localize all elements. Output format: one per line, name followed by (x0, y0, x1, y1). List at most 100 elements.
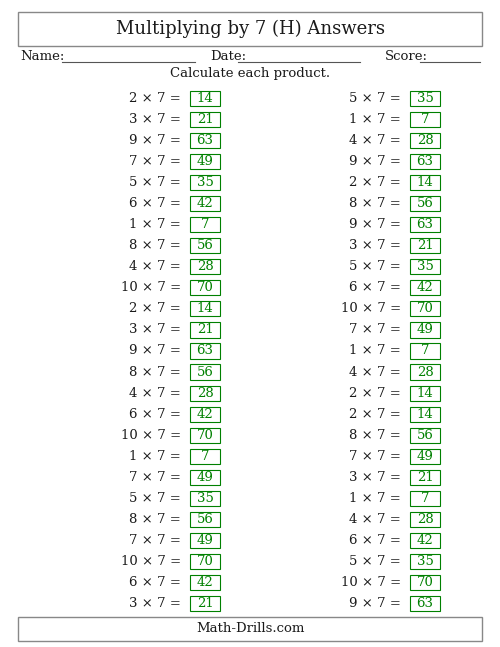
Text: 63: 63 (416, 155, 434, 168)
FancyBboxPatch shape (190, 196, 220, 212)
Text: 3 × 7 =: 3 × 7 = (129, 597, 185, 610)
Text: 2 × 7 =: 2 × 7 = (349, 176, 405, 189)
Text: 42: 42 (196, 576, 214, 589)
FancyBboxPatch shape (410, 196, 440, 212)
Text: 49: 49 (196, 534, 214, 547)
Text: 28: 28 (196, 386, 214, 400)
Text: 70: 70 (196, 555, 214, 568)
Text: 1 × 7 =: 1 × 7 = (349, 113, 405, 126)
Text: 56: 56 (416, 197, 434, 210)
Text: 7: 7 (421, 113, 429, 126)
FancyBboxPatch shape (410, 512, 440, 527)
FancyBboxPatch shape (190, 532, 220, 548)
Text: 49: 49 (416, 450, 434, 463)
FancyBboxPatch shape (190, 175, 220, 190)
Text: 6 × 7 =: 6 × 7 = (349, 281, 405, 294)
Text: 49: 49 (196, 155, 214, 168)
Text: 70: 70 (196, 429, 214, 442)
Text: 63: 63 (196, 134, 214, 147)
FancyBboxPatch shape (190, 406, 220, 422)
Text: 8 × 7 =: 8 × 7 = (129, 366, 185, 378)
FancyBboxPatch shape (190, 112, 220, 127)
Text: 10 × 7 =: 10 × 7 = (120, 555, 185, 568)
Text: 4 × 7 =: 4 × 7 = (349, 513, 405, 526)
Text: 10 × 7 =: 10 × 7 = (340, 302, 405, 316)
Text: Calculate each product.: Calculate each product. (170, 67, 330, 80)
Text: 35: 35 (416, 92, 434, 105)
FancyBboxPatch shape (410, 448, 440, 464)
Text: 28: 28 (416, 366, 434, 378)
Text: 14: 14 (416, 408, 434, 421)
Text: 10 × 7 =: 10 × 7 = (340, 576, 405, 589)
FancyBboxPatch shape (190, 448, 220, 464)
Text: 35: 35 (196, 492, 214, 505)
FancyBboxPatch shape (190, 344, 220, 358)
FancyBboxPatch shape (190, 490, 220, 506)
Text: 2 × 7 =: 2 × 7 = (349, 408, 405, 421)
Text: 9 × 7 =: 9 × 7 = (349, 218, 405, 231)
Text: 8 × 7 =: 8 × 7 = (129, 239, 185, 252)
Text: Date:: Date: (210, 50, 246, 63)
Text: 3 × 7 =: 3 × 7 = (349, 471, 405, 484)
Text: 14: 14 (416, 386, 434, 400)
FancyBboxPatch shape (410, 575, 440, 590)
Text: 42: 42 (416, 281, 434, 294)
FancyBboxPatch shape (410, 112, 440, 127)
FancyBboxPatch shape (410, 596, 440, 611)
Text: 35: 35 (416, 260, 434, 273)
Text: 28: 28 (416, 134, 434, 147)
Text: 5 × 7 =: 5 × 7 = (129, 492, 185, 505)
FancyBboxPatch shape (410, 302, 440, 316)
FancyBboxPatch shape (410, 259, 440, 274)
FancyBboxPatch shape (190, 280, 220, 296)
Text: 28: 28 (416, 513, 434, 526)
Text: 63: 63 (416, 218, 434, 231)
FancyBboxPatch shape (410, 364, 440, 380)
FancyBboxPatch shape (410, 217, 440, 232)
FancyBboxPatch shape (410, 154, 440, 170)
FancyBboxPatch shape (18, 617, 482, 641)
Text: 42: 42 (196, 408, 214, 421)
Text: 7 × 7 =: 7 × 7 = (129, 471, 185, 484)
FancyBboxPatch shape (410, 133, 440, 148)
Text: 3 × 7 =: 3 × 7 = (349, 239, 405, 252)
Text: 9 × 7 =: 9 × 7 = (349, 155, 405, 168)
Text: 7 × 7 =: 7 × 7 = (129, 155, 185, 168)
Text: 49: 49 (196, 471, 214, 484)
Text: 5 × 7 =: 5 × 7 = (349, 260, 405, 273)
Text: Name:: Name: (20, 50, 64, 63)
Text: 21: 21 (416, 239, 434, 252)
FancyBboxPatch shape (410, 554, 440, 569)
FancyBboxPatch shape (190, 154, 220, 170)
Text: 5 × 7 =: 5 × 7 = (349, 555, 405, 568)
Text: 56: 56 (196, 513, 214, 526)
Text: 1 × 7 =: 1 × 7 = (129, 450, 185, 463)
Text: 3 × 7 =: 3 × 7 = (129, 113, 185, 126)
FancyBboxPatch shape (190, 217, 220, 232)
Text: 5 × 7 =: 5 × 7 = (129, 176, 185, 189)
Text: Multiplying by 7 (H) Answers: Multiplying by 7 (H) Answers (116, 20, 384, 38)
FancyBboxPatch shape (190, 554, 220, 569)
FancyBboxPatch shape (410, 532, 440, 548)
Text: 14: 14 (196, 92, 214, 105)
FancyBboxPatch shape (190, 133, 220, 148)
FancyBboxPatch shape (410, 490, 440, 506)
Text: 56: 56 (196, 366, 214, 378)
Text: 2 × 7 =: 2 × 7 = (349, 386, 405, 400)
FancyBboxPatch shape (410, 406, 440, 422)
Text: 9 × 7 =: 9 × 7 = (349, 597, 405, 610)
Text: 70: 70 (196, 281, 214, 294)
FancyBboxPatch shape (190, 386, 220, 400)
Text: 35: 35 (196, 176, 214, 189)
Text: 7: 7 (201, 450, 209, 463)
Text: 3 × 7 =: 3 × 7 = (129, 324, 185, 336)
Text: 4 × 7 =: 4 × 7 = (129, 260, 185, 273)
Text: 1 × 7 =: 1 × 7 = (129, 218, 185, 231)
Text: 70: 70 (416, 302, 434, 316)
FancyBboxPatch shape (190, 364, 220, 380)
Text: 21: 21 (196, 113, 214, 126)
FancyBboxPatch shape (410, 470, 440, 485)
Text: 7: 7 (421, 492, 429, 505)
Text: 4 × 7 =: 4 × 7 = (349, 134, 405, 147)
FancyBboxPatch shape (190, 238, 220, 254)
